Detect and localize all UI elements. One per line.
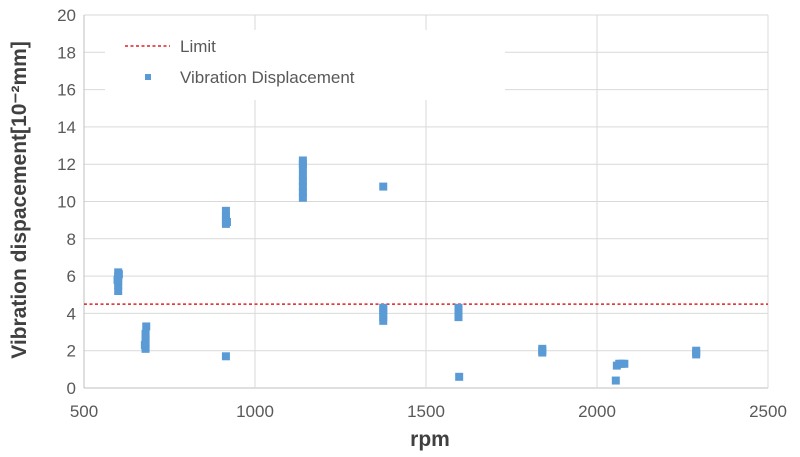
y-tick-label: 2	[67, 342, 76, 361]
legend-vibration-label: Vibration Displacement	[180, 68, 355, 87]
y-tick-label: 0	[67, 379, 76, 398]
data-point	[298, 176, 307, 185]
data-point	[298, 182, 307, 191]
y-tick-label: 6	[67, 267, 76, 286]
x-axis-label: rpm	[410, 428, 450, 451]
data-point	[692, 346, 701, 355]
data-point	[221, 212, 230, 221]
x-axis-ticks: 500 1000 1500 2000 2500	[70, 402, 787, 421]
data-point	[379, 182, 388, 191]
y-tick-label: 4	[67, 304, 76, 323]
data-point	[113, 275, 122, 284]
data-point	[114, 270, 123, 279]
y-axis-label: Vibration dispacement[10⁻²mm]	[8, 41, 31, 359]
data-point	[140, 341, 149, 350]
gridlines	[83, 14, 769, 389]
legend-limit-label: Limit	[180, 37, 216, 56]
data-point	[298, 193, 307, 202]
data-point	[455, 372, 464, 381]
y-tick-label: 18	[57, 43, 76, 62]
y-tick-label: 12	[57, 155, 76, 174]
data-point	[222, 218, 231, 227]
data-point	[141, 329, 150, 338]
x-tick-label: 1000	[236, 402, 274, 421]
legend-vibration-swatch	[145, 74, 151, 80]
x-tick-label: 2500	[749, 402, 787, 421]
y-tick-label: 14	[57, 118, 76, 137]
data-point	[114, 287, 123, 296]
y-tick-label: 20	[57, 6, 76, 25]
y-tick-label: 16	[57, 81, 76, 100]
y-tick-label: 10	[57, 193, 76, 212]
data-point	[538, 344, 547, 353]
data-points	[113, 156, 701, 385]
data-point	[298, 171, 307, 180]
data-point	[298, 188, 307, 197]
legend: Limit Vibration Displacement	[105, 30, 505, 100]
data-point	[454, 303, 463, 312]
x-tick-label: 500	[70, 402, 98, 421]
x-tick-label: 1500	[407, 402, 445, 421]
x-tick-label: 2000	[578, 402, 616, 421]
data-point	[611, 376, 620, 385]
y-axis-ticks: 0 2 4 6 8 10 12 14 16 18 20	[57, 6, 76, 398]
legend-background	[105, 30, 505, 100]
data-point	[379, 303, 388, 312]
data-point	[221, 352, 230, 361]
data-point	[221, 206, 230, 215]
data-point	[142, 322, 151, 331]
y-tick-label: 8	[67, 230, 76, 249]
data-point	[298, 156, 307, 165]
data-point	[620, 359, 629, 368]
